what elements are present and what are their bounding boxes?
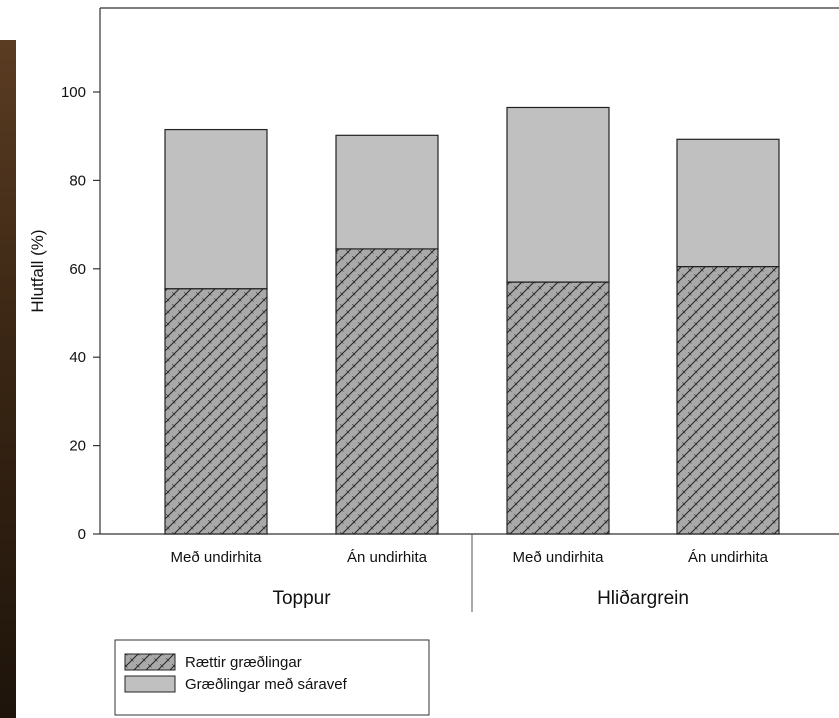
legend-label-rettir: Rættir græðlingar (185, 654, 302, 671)
y-tick-label-20: 20 (69, 438, 86, 455)
x-category-label-2: Með undirhita (513, 549, 605, 566)
legend: Rættir græðlingar Græðlingar með sáravef (114, 639, 430, 716)
y-tick-label-100: 100 (61, 84, 86, 101)
y-tick-label-0: 0 (78, 526, 86, 543)
x-category-label-1: Án undirhita (347, 549, 428, 566)
legend-swatch-rettir (124, 653, 176, 671)
bar-rettir-1 (335, 248, 439, 535)
legend-label-saravef: Græðlingar með sáravef (185, 676, 348, 693)
bar-saravef-0 (164, 128, 268, 290)
bar-saravef-3 (676, 138, 780, 268)
bar-rettir-3 (676, 265, 780, 535)
x-category-label-3: Án undirhita (688, 549, 769, 566)
y-axis-label: Hlutfall (%) (28, 229, 47, 312)
y-tick-label-60: 60 (69, 261, 86, 278)
y-tick-label-40: 40 (69, 349, 86, 366)
left-edge-strip (0, 40, 16, 718)
bar-saravef-2 (506, 106, 610, 283)
legend-swatch-saravef (124, 675, 176, 693)
y-tick-label-80: 80 (69, 172, 86, 189)
x-group-label-1: Hliðargrein (597, 588, 689, 609)
x-category-label-0: Með undirhita (171, 549, 263, 566)
bar-saravef-1 (335, 134, 439, 250)
bar-rettir-2 (506, 281, 610, 535)
bar-rettir-0 (164, 288, 268, 535)
x-group-label-0: Toppur (272, 588, 331, 609)
